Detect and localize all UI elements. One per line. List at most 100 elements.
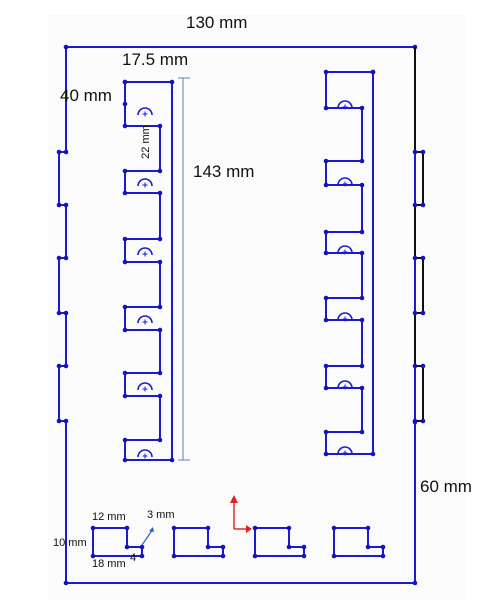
small-part-2-vertex [205,525,211,531]
outline-vertex [63,310,69,316]
outline-vertex [56,202,62,208]
right-comb-vertex [359,182,365,188]
left-comb-vertex [157,190,163,196]
left-hole-1 [137,107,153,116]
right-edge-vertex [420,418,426,424]
dim-small-height: 10 mm [53,537,87,549]
left-slot-comb [124,81,173,461]
outline-main [58,46,416,584]
left-comb-vertex [157,437,163,443]
small-part-1-vertex [124,525,130,531]
right-edge-vertex [412,310,418,316]
right-comb-vertex [359,429,365,435]
dim-small-width: 18 mm [92,558,126,570]
right-comb-vertex [359,229,365,235]
small-part-4-vertex [365,544,371,550]
left-comb-vertex [122,168,128,174]
right-comb-vertex [323,363,329,369]
small-part-3 [254,527,305,557]
right-edge-vertex [412,418,418,424]
left-comb-vertex [122,259,128,265]
dim-arrow-3mm [141,528,154,546]
right-edge-vertex [412,202,418,208]
right-edge-vertex [420,363,426,369]
small-part-4 [333,527,384,557]
right-hole-4 [337,312,353,321]
right-comb-vertex [323,182,329,188]
left-comb-vertex [169,79,175,85]
drawing-sheet [48,14,466,600]
left-comb-vertex [157,236,163,242]
right-comb-vertex [323,385,329,391]
right-comb-vertex [323,451,329,457]
outline-vertex [63,418,69,424]
dim-overall-width: 130 mm [186,13,248,32]
dim-top-offset: 40 mm [60,86,112,105]
small-part-4-vertex [365,525,371,531]
right-edge-vertex [420,310,426,316]
right-comb-vertex [359,105,365,111]
small-part-3-vertex [286,525,292,531]
right-comb-vertex [323,250,329,256]
left-comb-vertex [169,457,175,463]
dim-bottom-height: 60 mm [420,477,472,496]
outline-vertex [56,149,62,155]
right-comb-vertex [323,295,329,301]
small-part-1-vertex [90,525,96,531]
right-comb-vertex [370,451,376,457]
dim-column-height: 143 mm [193,162,255,181]
right-comb-vertex [359,317,365,323]
outline-vertex [63,202,69,208]
right-hole-1 [337,100,353,109]
dim-small-notch: 4 [130,552,137,564]
outline-vertex [56,310,62,316]
origin-x-arrowhead [246,525,252,533]
left-comb-vertex [122,437,128,443]
right-comb-vertex [359,363,365,369]
small-part-2-vertex [171,553,177,559]
right-edge-vertex [420,149,426,155]
small-part-1-vertex [139,544,145,550]
left-comb-vertex [122,457,128,463]
right-comb-vertex [323,229,329,235]
small-part-4-vertex [331,525,337,531]
dim-slot-offset: 17.5 mm [122,50,189,69]
right-comb-vertex [359,250,365,256]
small-part-2-vertex [220,544,226,550]
small-part-1-vertex [124,544,130,550]
left-hole-4 [137,315,153,324]
right-edge-vertex [420,202,426,208]
left-comb-vertex [122,236,128,242]
dim-small-top: 12 mm [92,511,126,523]
left-comb-vertex [122,123,128,129]
right-hole-2 [337,177,353,186]
small-part-3-vertex [252,525,258,531]
dim-arrowhead-3mm [149,527,154,532]
dim-small-side: 3 mm [147,509,175,521]
left-comb-vertex [157,123,163,129]
left-comb-vertex [122,393,128,399]
outline-vertex [63,363,69,369]
left-comb-vertex [157,259,163,265]
right-comb-vertex [323,317,329,323]
right-edge-vertex [420,255,426,261]
small-part-2-vertex [205,544,211,550]
small-part-3-vertex [301,553,307,559]
small-part-2-vertex [171,525,177,531]
left-comb-vertex [157,168,163,174]
right-comb-vertex [323,69,329,75]
right-edge-vertex [412,363,418,369]
outline-vertex [56,363,62,369]
right-comb-vertex [323,158,329,164]
right-comb-vertex [370,69,376,75]
outline-vertex [63,255,69,261]
small-part-2-vertex [220,553,226,559]
small-part-4-vertex [380,544,386,550]
small-part-2 [173,527,224,557]
outline-vertex [63,149,69,155]
origin-y-arrowhead [230,495,238,503]
left-comb-vertex [122,190,128,196]
right-slot-comb [325,71,374,455]
